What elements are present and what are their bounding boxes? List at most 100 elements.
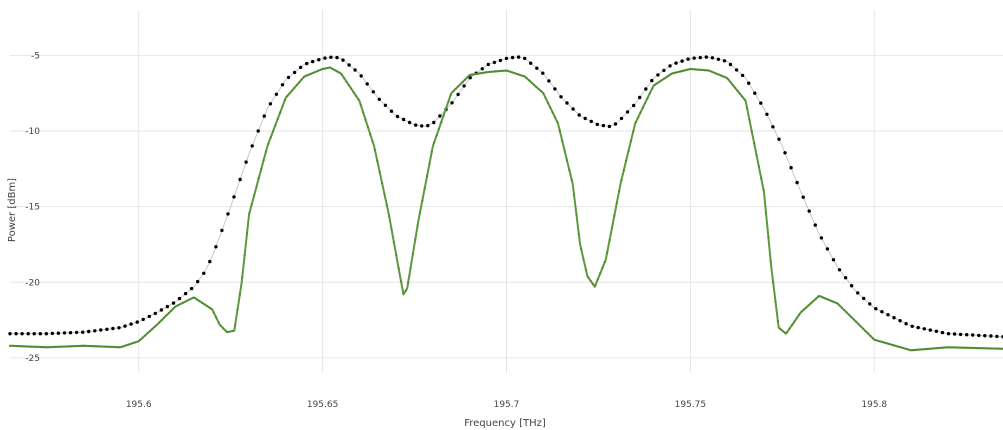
data-point [369, 133, 372, 136]
data-point [331, 67, 334, 70]
data-point [910, 324, 914, 328]
data-point [898, 319, 902, 323]
data-point [193, 296, 196, 300]
data-point [463, 78, 467, 81]
data-point [916, 325, 920, 330]
data-point [25, 345, 28, 348]
data-point [381, 181, 384, 185]
data-point [670, 72, 673, 76]
data-point [167, 312, 170, 315]
data-point [243, 254, 246, 257]
data-point [724, 76, 727, 79]
data-point [148, 330, 151, 333]
data-point [644, 101, 647, 105]
data-point [757, 165, 761, 168]
data-point [473, 73, 476, 76]
data-point [824, 297, 827, 300]
data-point [610, 226, 614, 229]
data-point [155, 323, 158, 326]
data-point [909, 349, 912, 352]
data-point [250, 144, 254, 148]
data-point [700, 68, 704, 71]
data-point [866, 332, 870, 335]
data-point [539, 89, 543, 93]
data-point [255, 185, 258, 188]
data-point [999, 347, 1002, 350]
data-point [914, 348, 917, 352]
data-point [437, 127, 441, 130]
data-point [338, 71, 341, 74]
data-point [601, 123, 606, 128]
data-point [226, 212, 230, 216]
data-point [613, 122, 618, 126]
data-point [907, 348, 910, 351]
data-point [587, 276, 590, 279]
data-point [466, 76, 469, 79]
data-point [212, 311, 215, 314]
data-point [87, 329, 91, 334]
data-point [632, 130, 635, 133]
data-point [715, 72, 718, 75]
x-tick-label: 195.6 [126, 400, 152, 410]
data-point [371, 140, 374, 143]
data-point [51, 345, 54, 349]
data-point [378, 171, 381, 174]
data-point [734, 86, 737, 90]
data-point [26, 332, 30, 336]
data-point [134, 341, 137, 344]
data-point [933, 347, 936, 350]
data-point [459, 83, 462, 86]
data-point [72, 345, 76, 348]
data-point [900, 346, 903, 349]
data-point [843, 276, 848, 280]
data-point [869, 334, 872, 337]
data-point [774, 300, 777, 303]
x-tick-label: 195.8 [861, 400, 887, 410]
data-point [650, 78, 654, 83]
data-point [321, 67, 324, 70]
data-point [921, 348, 924, 351]
data-point [445, 107, 448, 110]
data-point [46, 346, 50, 349]
data-point [151, 327, 154, 331]
data-point [788, 327, 791, 330]
data-point [359, 103, 362, 106]
data-point [298, 81, 301, 84]
data-point [373, 149, 377, 152]
data-point [141, 317, 145, 322]
data-point [845, 311, 848, 314]
data-point [582, 258, 585, 261]
data-point [947, 346, 950, 349]
data-point [253, 194, 256, 197]
data-point [293, 86, 296, 89]
data-point [544, 96, 547, 100]
data-point [454, 87, 457, 91]
data-point [447, 100, 450, 103]
data-point [352, 91, 355, 94]
data-point [940, 346, 943, 349]
data-point [940, 330, 945, 335]
data-point [423, 187, 426, 190]
data-point [214, 245, 218, 249]
data-point [383, 103, 388, 108]
data-point [183, 291, 188, 296]
data-point [244, 160, 248, 164]
data-point [385, 203, 388, 207]
data-point [165, 304, 170, 309]
data-point [777, 137, 781, 141]
data-point [383, 192, 386, 196]
data-point [377, 97, 381, 102]
data-point [395, 114, 400, 119]
data-point [345, 80, 348, 83]
data-point [20, 345, 23, 348]
data-point [8, 344, 12, 347]
data-point [607, 124, 612, 129]
data-point [689, 67, 692, 71]
data-point [347, 63, 351, 67]
data-point [139, 338, 142, 341]
data-point [994, 347, 998, 350]
data-point [634, 121, 637, 124]
data-point [648, 92, 652, 95]
data-point [516, 55, 521, 59]
data-point [208, 306, 211, 309]
